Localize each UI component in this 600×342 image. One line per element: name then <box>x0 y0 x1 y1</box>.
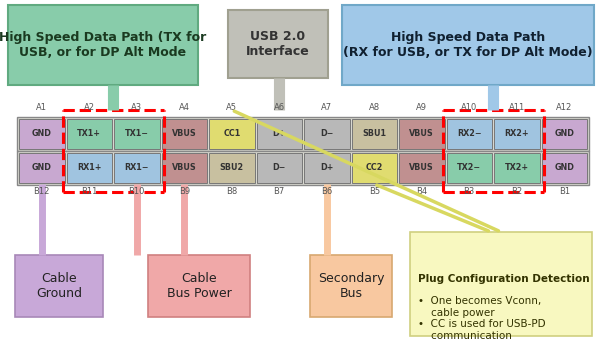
Text: Cable
Bus Power: Cable Bus Power <box>167 272 232 300</box>
FancyBboxPatch shape <box>446 153 492 183</box>
FancyBboxPatch shape <box>209 119 254 149</box>
Text: CC2: CC2 <box>365 163 383 172</box>
Text: A12: A12 <box>556 103 572 112</box>
Text: A4: A4 <box>179 103 190 112</box>
FancyBboxPatch shape <box>399 153 445 183</box>
Text: TX2−: TX2− <box>457 163 481 172</box>
FancyBboxPatch shape <box>19 153 65 183</box>
FancyBboxPatch shape <box>446 119 492 149</box>
Text: A6: A6 <box>274 103 285 112</box>
Text: •  One becomes Vconn,
    cable power
•  CC is used for USB-PD
    communication: • One becomes Vconn, cable power • CC is… <box>418 296 545 341</box>
Text: Cable
Ground: Cable Ground <box>36 272 82 300</box>
Text: VBUS: VBUS <box>409 130 434 139</box>
FancyBboxPatch shape <box>342 5 594 85</box>
Text: D+: D+ <box>272 130 286 139</box>
Text: B8: B8 <box>226 187 238 196</box>
Text: A8: A8 <box>368 103 380 112</box>
Text: RX1+: RX1+ <box>77 163 101 172</box>
FancyBboxPatch shape <box>161 153 207 183</box>
Text: A2: A2 <box>84 103 95 112</box>
FancyBboxPatch shape <box>161 119 207 149</box>
Text: RX1−: RX1− <box>125 163 149 172</box>
Text: RX2−: RX2− <box>457 130 482 139</box>
Text: D−: D− <box>320 130 334 139</box>
Text: TX1−: TX1− <box>125 130 149 139</box>
FancyBboxPatch shape <box>17 151 589 185</box>
FancyBboxPatch shape <box>352 153 397 183</box>
Text: B11: B11 <box>81 187 97 196</box>
Text: GND: GND <box>554 163 574 172</box>
Text: High Speed Data Path
(RX for USB, or TX for DP Alt Mode): High Speed Data Path (RX for USB, or TX … <box>343 31 593 59</box>
Text: USB 2.0
Interface: USB 2.0 Interface <box>246 30 310 58</box>
Text: TX1+: TX1+ <box>77 130 101 139</box>
Text: B9: B9 <box>179 187 190 196</box>
Text: VBUS: VBUS <box>172 163 197 172</box>
Text: A11: A11 <box>509 103 525 112</box>
Text: B7: B7 <box>274 187 285 196</box>
Text: GND: GND <box>32 130 52 139</box>
Text: D−: D− <box>272 163 286 172</box>
Text: B2: B2 <box>511 187 523 196</box>
Text: TX2+: TX2+ <box>505 163 529 172</box>
FancyBboxPatch shape <box>304 153 349 183</box>
Text: B1: B1 <box>559 187 570 196</box>
Text: SBU2: SBU2 <box>220 163 244 172</box>
FancyBboxPatch shape <box>542 119 587 149</box>
FancyBboxPatch shape <box>17 117 589 151</box>
FancyBboxPatch shape <box>399 119 445 149</box>
Text: SBU1: SBU1 <box>362 130 386 139</box>
Text: GND: GND <box>32 163 52 172</box>
FancyBboxPatch shape <box>494 119 539 149</box>
FancyBboxPatch shape <box>209 153 254 183</box>
FancyBboxPatch shape <box>67 119 112 149</box>
FancyBboxPatch shape <box>310 255 392 317</box>
Text: B3: B3 <box>464 187 475 196</box>
Text: RX2+: RX2+ <box>505 130 529 139</box>
Text: B5: B5 <box>368 187 380 196</box>
FancyBboxPatch shape <box>15 255 103 317</box>
Text: B12: B12 <box>34 187 50 196</box>
Text: D+: D+ <box>320 163 334 172</box>
Text: GND: GND <box>554 130 574 139</box>
FancyBboxPatch shape <box>257 153 302 183</box>
FancyBboxPatch shape <box>8 5 198 85</box>
Text: A1: A1 <box>36 103 47 112</box>
FancyBboxPatch shape <box>257 119 302 149</box>
Text: B4: B4 <box>416 187 427 196</box>
Text: VBUS: VBUS <box>409 163 434 172</box>
Text: A5: A5 <box>226 103 237 112</box>
Text: VBUS: VBUS <box>172 130 197 139</box>
FancyBboxPatch shape <box>352 119 397 149</box>
FancyBboxPatch shape <box>19 119 65 149</box>
FancyBboxPatch shape <box>228 10 328 78</box>
FancyBboxPatch shape <box>542 153 587 183</box>
Text: A10: A10 <box>461 103 478 112</box>
Text: A7: A7 <box>321 103 332 112</box>
Text: CC1: CC1 <box>223 130 241 139</box>
FancyBboxPatch shape <box>148 255 250 317</box>
FancyBboxPatch shape <box>410 232 592 336</box>
Text: A3: A3 <box>131 103 142 112</box>
Text: Secondary
Bus: Secondary Bus <box>318 272 384 300</box>
FancyBboxPatch shape <box>304 119 349 149</box>
Text: High Speed Data Path (TX for
USB, or for DP Alt Mode: High Speed Data Path (TX for USB, or for… <box>0 31 206 59</box>
Text: B6: B6 <box>321 187 332 196</box>
Text: B10: B10 <box>128 187 145 196</box>
Text: Plug Configuration Detection: Plug Configuration Detection <box>418 274 590 284</box>
FancyBboxPatch shape <box>114 119 160 149</box>
FancyBboxPatch shape <box>114 153 160 183</box>
FancyBboxPatch shape <box>494 153 539 183</box>
FancyBboxPatch shape <box>67 153 112 183</box>
Text: A9: A9 <box>416 103 427 112</box>
